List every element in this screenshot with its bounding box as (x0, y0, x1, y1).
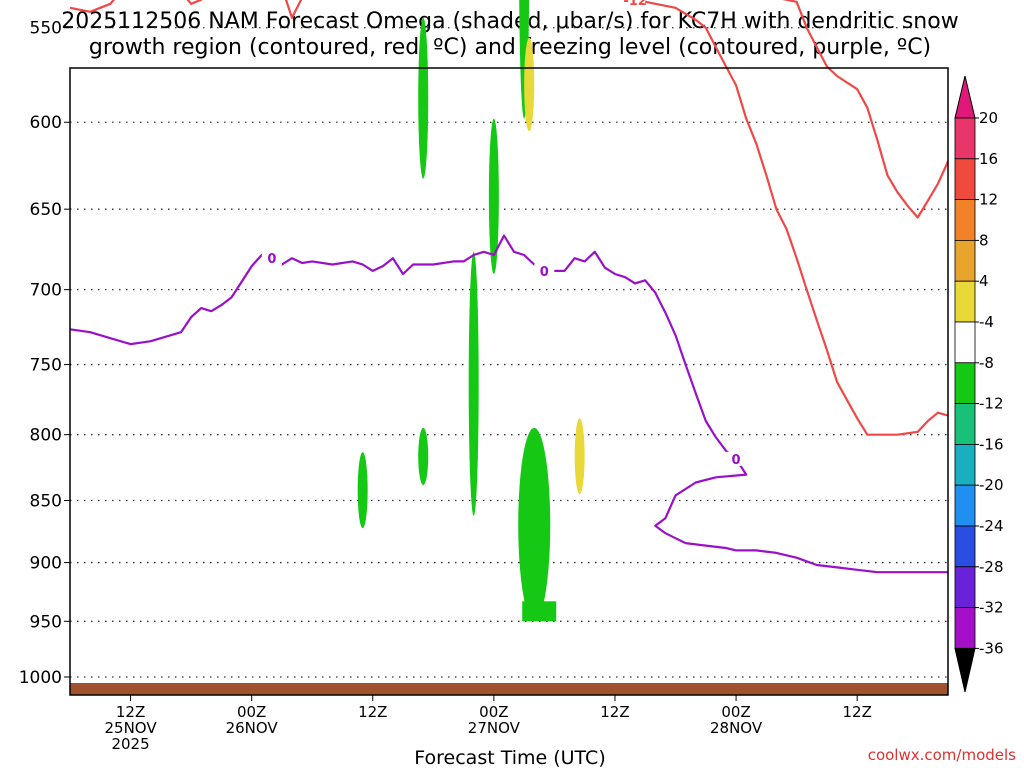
colorbar-swatch-11 (954, 566, 976, 608)
omega-shade-1 (418, 17, 429, 179)
colorbar: 20 16 12 8 4 -4 -8 -12 -16 -20 -24 -28 -32 -36 (954, 75, 1004, 693)
colorbar-label-1: 16 (979, 150, 998, 168)
omega-shade-0 (357, 452, 368, 529)
contour-label-0-1: 0 (540, 265, 549, 280)
colorbar-label-3: 8 (979, 231, 989, 249)
plot-frame (69, 67, 949, 696)
colorbar-swatch-0 (954, 117, 976, 160)
contour-label-bg-2-2 (726, 451, 747, 466)
x-tick-label-60-0: 12Z (600, 703, 629, 721)
plot-background (70, 68, 948, 695)
y-tick-label-900: 900 (30, 554, 62, 574)
omega-shade-base-7 (522, 601, 557, 622)
x-tick-label-72-0: 00Z (721, 703, 750, 721)
y-tick-label-650: 650 (30, 200, 62, 220)
contour-label-bg-2-1 (534, 263, 555, 278)
contour-minus12-line (69, 0, 949, 436)
colorbar-swatch-8 (954, 443, 976, 486)
colorbar-label-13: -36 (979, 639, 1004, 657)
contour-0-line (69, 234, 948, 574)
colorbar-swatch-12 (954, 607, 976, 649)
colorbar-label-6: -8 (979, 354, 994, 372)
colorbar-label-7: -12 (979, 395, 1004, 413)
contour-label-0-0: 0 (267, 252, 276, 267)
omega-shade-8 (524, 37, 535, 132)
contour-label-minus12-1: -12 (623, 0, 647, 9)
colorbar-label-11: -28 (979, 558, 1004, 576)
colorbar-label-0: 20 (979, 109, 998, 127)
y-tick-label-950: 950 (30, 612, 62, 632)
omega-shade-7 (518, 427, 551, 622)
colorbar-label-2: 12 (979, 191, 998, 209)
y-tick-label-800: 800 (30, 426, 62, 446)
x-tick-label-48-1: 27NOV (468, 719, 521, 737)
colorbar-swatch-4 (954, 280, 976, 323)
contour-label-bg-2-0 (261, 251, 282, 266)
y-tick-label-700: 700 (30, 281, 62, 301)
omega-shade-5 (488, 118, 499, 275)
contour-label-0-2: 0 (732, 453, 741, 468)
x-tick-label-72-1: 28NOV (710, 719, 763, 737)
colorbar-label-10: -24 (979, 517, 1004, 535)
y-tick-label-750: 750 (30, 356, 62, 376)
colorbar-swatch-2 (954, 199, 976, 241)
colorbar-swatch-7 (954, 403, 976, 445)
chart-title-line1: 2025112506 NAM Forecast Omega (shaded, μ… (61, 9, 958, 34)
omega-shade-2 (418, 427, 429, 486)
y-tick-label-1000: 1000 (19, 668, 62, 688)
colorbar-swatch-3 (954, 239, 976, 282)
colorbar-label-5: -4 (979, 313, 994, 331)
colorbar-label-8: -16 (979, 435, 1004, 453)
colorbar-swatch-1 (954, 158, 976, 201)
colorbar-label-4: 4 (979, 272, 989, 290)
colorbar-swatch-6 (954, 362, 976, 404)
chart-title-line2: growth region (contoured, red, ºC) and f… (89, 35, 931, 60)
contour-label-bg-1-1 (625, 0, 646, 7)
x-tick-label-36-0: 12Z (358, 703, 387, 721)
terrain-strip (70, 683, 948, 695)
x-tick-label-24-1: 26NOV (226, 719, 279, 737)
colorbar-label-9: -20 (979, 476, 1004, 494)
credit-text: coolwx.com/models (868, 746, 1016, 764)
x-axis-title: Forecast Time (UTC) (414, 747, 605, 768)
x-tick-label-48-0: 00Z (479, 703, 508, 721)
x-tick-label-12-0: 12Z (116, 703, 145, 721)
colorbar-swatch-5 (954, 321, 976, 364)
x-tick-label-12-1: 25NOV (104, 719, 157, 737)
x-tick-label-12-2: 2025 (111, 735, 149, 753)
y-tick-label-550: 550 (30, 19, 62, 39)
colorbar-bottom-arrow (954, 647, 976, 693)
colorbar-swatch-9 (954, 484, 976, 527)
x-tick-label-24-0: 00Z (237, 703, 266, 721)
plot-area: 2503003504004505005506006507007508008509… (19, 0, 950, 753)
colorbar-label-12: -32 (979, 599, 1004, 617)
omega-shade-9 (574, 418, 585, 495)
y-tick-label-850: 850 (30, 492, 62, 512)
y-tick-label-600: 600 (30, 113, 62, 133)
colorbar-top-arrow (954, 75, 976, 119)
colorbar-swatch-10 (954, 525, 976, 568)
x-tick-label-84-0: 12Z (842, 703, 871, 721)
omega-shade-4 (468, 251, 479, 516)
